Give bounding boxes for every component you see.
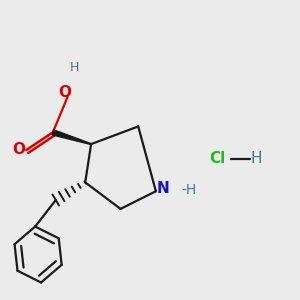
Polygon shape [52, 130, 91, 145]
Text: N: N [157, 181, 169, 196]
Text: O: O [58, 85, 71, 100]
Text: O: O [13, 142, 26, 158]
Text: -H: -H [181, 183, 196, 197]
Text: H: H [250, 151, 262, 166]
Text: Cl: Cl [210, 151, 226, 166]
Text: H: H [70, 61, 80, 74]
